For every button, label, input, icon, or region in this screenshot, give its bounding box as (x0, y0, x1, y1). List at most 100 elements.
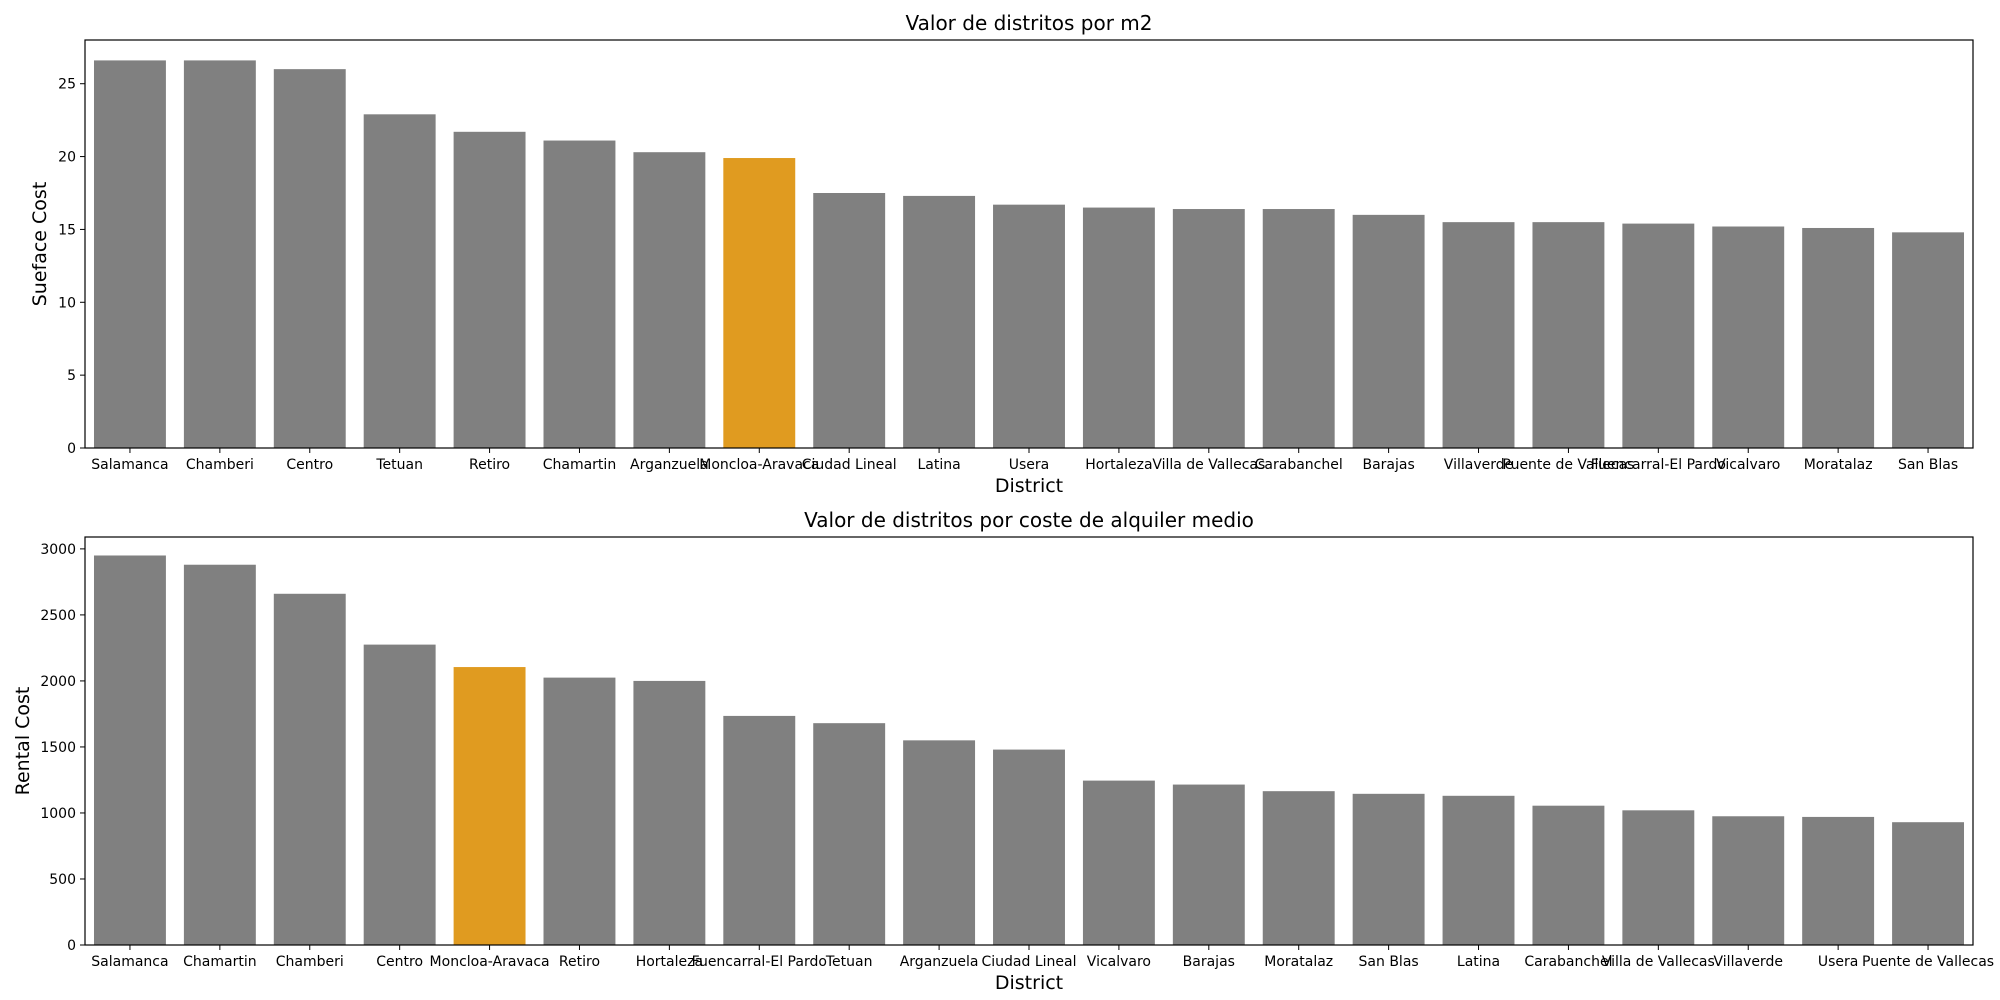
bar-carabanchel (1262, 209, 1335, 448)
bar-chamartin (183, 564, 256, 945)
x-tick-label: Villa de Vallecas (1602, 954, 1715, 970)
bar-arganzuela (633, 152, 706, 448)
bar-villaverde (1442, 222, 1515, 448)
x-tick-label: Puente de Vallecas (1502, 457, 1634, 473)
bar-salamanca (93, 555, 166, 945)
bar-tetuan (813, 723, 886, 945)
x-tick-label: Villaverde (1444, 457, 1513, 473)
x-tick-label: Latina (917, 457, 960, 473)
x-tick-label: Vicalvaro (1716, 457, 1780, 473)
bar-ciudad-lineal (813, 193, 886, 448)
x-tick-label: Carabanchel (1255, 457, 1343, 473)
x-axis-label-2: District (995, 972, 1063, 994)
x-tick-label: Arganzuela (900, 954, 979, 970)
bar-chamartin (543, 140, 616, 449)
chart-rental-cost: Valor de distritos por coste de alquiler… (12, 508, 1994, 994)
chart-title-2: Valor de distritos por coste de alquiler… (804, 508, 1254, 532)
bar-san-blas (1352, 793, 1425, 945)
x-tick-label: Latina (1457, 954, 1500, 970)
bar-centro (273, 69, 346, 448)
x-tick-label: Salamanca (91, 457, 168, 473)
bar-barajas (1172, 784, 1245, 945)
x-tick-label: San Blas (1898, 457, 1958, 473)
x-axis-label-1: District (995, 475, 1063, 497)
y-tick-label: 1000 (40, 806, 76, 822)
x-tick-label: Tetuan (375, 457, 423, 473)
bar-latina (1442, 795, 1515, 945)
x-tick-label: Salamanca (91, 954, 168, 970)
x-tick-label: Moratalaz (1264, 954, 1333, 970)
y-axis-label-1: Sueface Cost (29, 182, 51, 307)
x-tick-label: Barajas (1183, 954, 1235, 970)
x-tick-label: Arganzuela (630, 457, 709, 473)
x-tick-label: Moncloa-Aravaca (430, 954, 550, 970)
y-tick-label: 20 (58, 150, 76, 166)
y-tick-label: 500 (49, 872, 76, 888)
y-axis-1: 0 5 10 15 20 25 (58, 77, 85, 457)
x-tick-label: Chamartin (183, 954, 256, 970)
x-tick-label: Barajas (1362, 457, 1414, 473)
bar-puente-de-vallecas (1892, 822, 1965, 945)
x-tick-label: Centro (376, 954, 423, 970)
y-tick-label: 2500 (40, 608, 76, 624)
bar-fuencarral-el-pardo (1622, 223, 1695, 448)
x-tick-label: Vicalvaro (1087, 954, 1151, 970)
x-tick-label: Moncloa-Aravaca (699, 457, 819, 473)
y-tick-label: 1500 (40, 740, 76, 756)
x-tick-label: Chamberi (186, 457, 254, 473)
bar-retiro (543, 677, 616, 945)
y-tick-label: 3000 (40, 542, 76, 558)
y-axis-2: 0 500 1000 1500 2000 2500 3000 (40, 542, 85, 954)
y-axis-label-2: Rental Cost (12, 687, 34, 796)
bar-centro (363, 644, 436, 945)
bar-retiro (453, 131, 526, 449)
x-tick-label: Usera (1009, 457, 1050, 473)
x-axis-1: Salamanca Chamberi Centro Tetuan Retiro Chama… (91, 448, 1958, 473)
bar-chamberi (273, 593, 346, 945)
y-tick-label: 0 (67, 938, 76, 954)
bar-hortaleza (633, 680, 706, 945)
bar-villa-de-vallecas (1172, 209, 1245, 448)
x-tick-label: Villaverde (1714, 954, 1783, 970)
y-tick-label: 10 (58, 295, 76, 311)
x-tick-label: Retiro (469, 457, 510, 473)
y-tick-label: 25 (58, 77, 76, 93)
bar-salamanca (93, 60, 166, 449)
bar-usera (993, 204, 1065, 448)
bars-group-2 (93, 555, 1965, 945)
bar-moncloa-aravaca (723, 158, 796, 448)
x-tick-label: Hortaleza (636, 954, 703, 970)
x-tick-label: Puente de Vallecas (1862, 954, 1994, 970)
bar-vicalvaro (1712, 226, 1785, 448)
bar-moncloa-aravaca (453, 667, 526, 945)
x-tick-label: Ciudad Lineal (982, 954, 1077, 970)
x-tick-label: Moratalaz (1804, 457, 1873, 473)
x-tick-label: Usera (1818, 954, 1859, 970)
bar-puente-de-vallecas (1532, 222, 1605, 448)
y-tick-label: 2000 (40, 674, 76, 690)
x-tick-label: Retiro (559, 954, 600, 970)
bar-san-blas (1892, 232, 1965, 448)
x-tick-label: Fuencarral-El Pardo (692, 954, 827, 970)
bar-fuencarral-el-pardo (723, 715, 796, 945)
bar-moratalaz (1262, 791, 1335, 945)
bar-latina (903, 195, 976, 448)
bar-usera (1802, 816, 1875, 945)
bar-villa-de-vallecas (1622, 810, 1695, 945)
y-tick-label: 5 (67, 368, 76, 384)
x-tick-label: Hortaleza (1085, 457, 1152, 473)
bar-vicalvaro (1082, 780, 1155, 945)
x-axis-2: Salamanca Chamartin Chamberi Centro Moncloa-… (91, 945, 1994, 970)
x-tick-label: Ciudad Lineal (802, 457, 897, 473)
x-tick-label: Chamberi (276, 954, 344, 970)
bar-ciudad-lineal (993, 749, 1065, 945)
bar-tetuan (363, 114, 436, 448)
y-tick-label: 15 (58, 222, 76, 238)
x-tick-label: Villa de Vallecas (1152, 457, 1265, 473)
x-tick-label: Centro (286, 457, 333, 473)
bar-villaverde (1712, 816, 1785, 945)
x-tick-label: Tetuan (825, 954, 873, 970)
x-tick-label: San Blas (1359, 954, 1419, 970)
x-tick-label: Fuencarral-El Pardo (1591, 457, 1726, 473)
